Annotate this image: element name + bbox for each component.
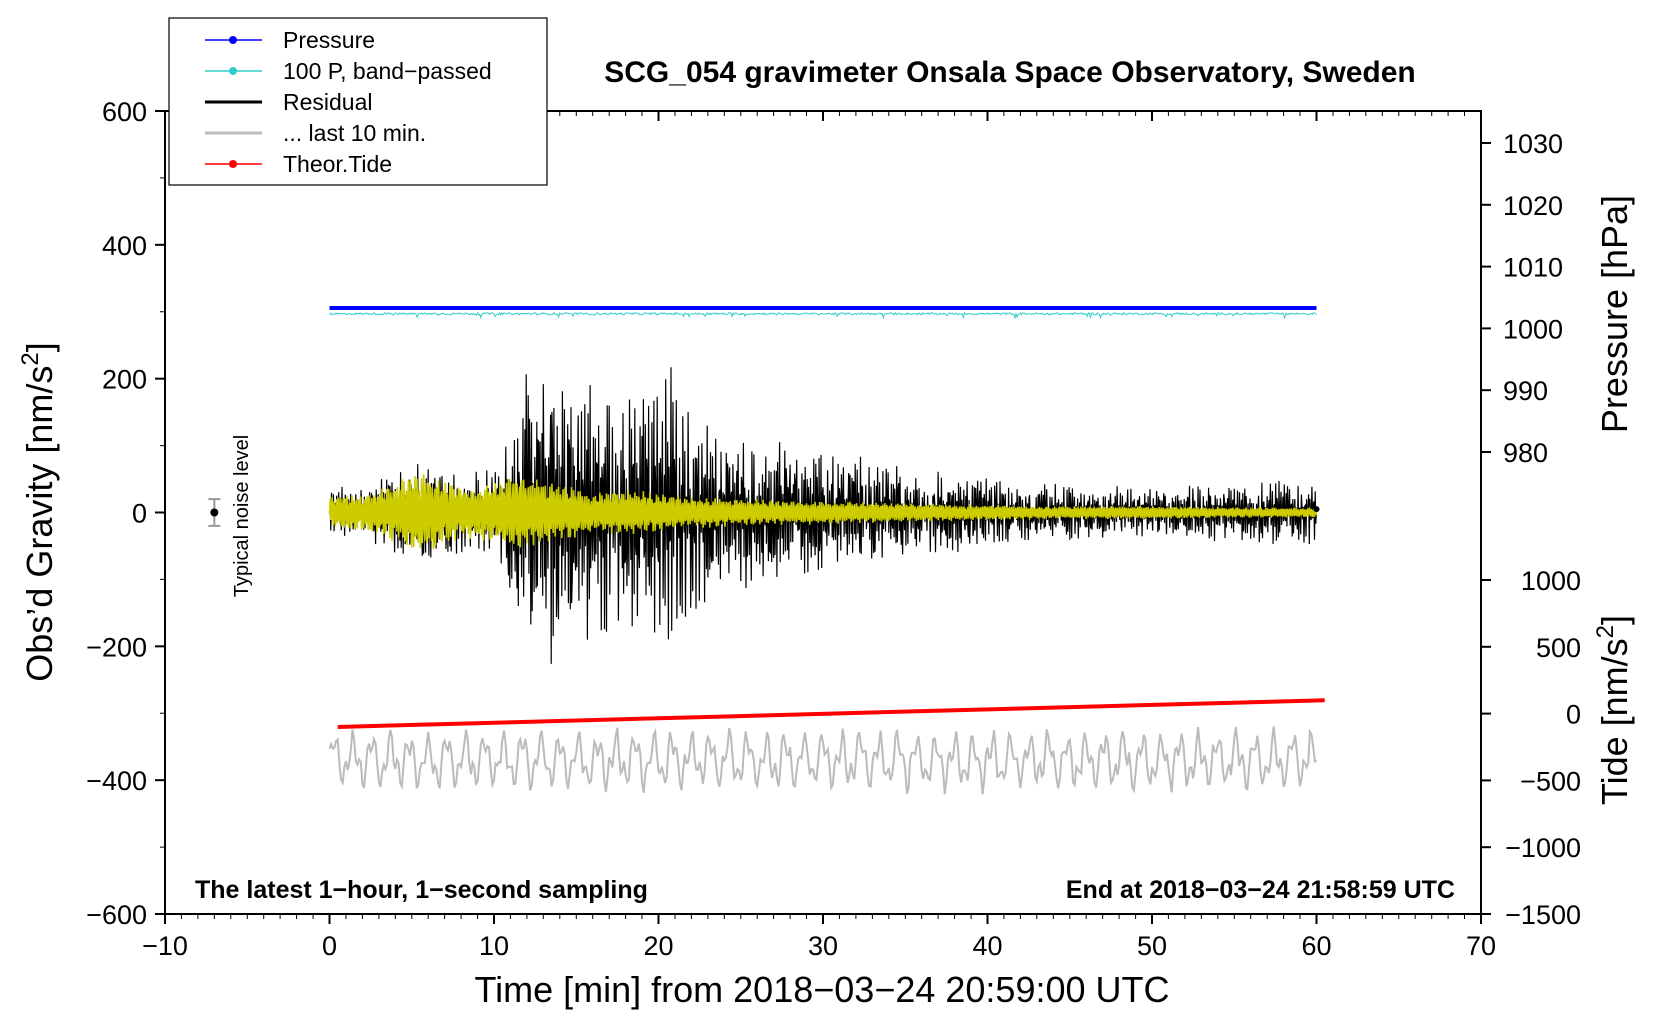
x-tick-label: 30 <box>808 931 838 961</box>
noise-level-marker <box>208 498 221 527</box>
series-theoretical-tide <box>337 698 1325 729</box>
residual-end-marker <box>1313 506 1320 513</box>
series-pressure-bandpassed <box>329 311 1317 320</box>
y-tick-label-left: 200 <box>102 365 147 395</box>
legend-swatch-marker <box>229 67 237 75</box>
x-tick-label: 50 <box>1137 931 1167 961</box>
tide-tick-label: −1500 <box>1505 900 1581 930</box>
pressure-tick-label: 1000 <box>1503 314 1563 344</box>
series-last-10-min <box>328 726 1318 795</box>
x-tick-label: 20 <box>643 931 673 961</box>
x-tick-label: 70 <box>1466 931 1496 961</box>
x-axis-ticks: −10 0 10 20 30 40 50 60 70 <box>142 111 1496 961</box>
tide-axis-title: Tide [nm/s2] <box>1592 615 1635 805</box>
x-axis-title: Time [min] from 2018−03−24 20:59:00 UTC <box>474 969 1169 1010</box>
left-axis-title-end: ] <box>19 342 60 352</box>
legend-item: Residual <box>205 89 373 115</box>
tide-tick-label: −1000 <box>1505 833 1581 863</box>
left-axis-title-sup: 2 <box>17 352 44 365</box>
y-tick-label-left: 400 <box>102 231 147 261</box>
legend-label: ... last 10 min. <box>283 120 426 146</box>
pressure-tick-label: 1010 <box>1503 253 1563 283</box>
x-tick-label: 60 <box>1301 931 1331 961</box>
y-tick-label-left: −600 <box>86 900 147 930</box>
tide-axis-title-main: Tide [nm/s <box>1594 638 1635 805</box>
tide-axis-title-end: ] <box>1594 615 1635 625</box>
footer-right-text: End at 2018−03−24 21:58:59 UTC <box>1066 876 1455 904</box>
tide-axis-ticks: 1000 500 0 −500 −1000 −1500 <box>1481 566 1581 930</box>
pressure-tick-label: 990 <box>1503 376 1548 406</box>
x-tick-label: 40 <box>972 931 1002 961</box>
x-tick-label: 0 <box>322 931 337 961</box>
legend-label: 100 P, band−passed <box>283 58 492 84</box>
y-tick-label-left: 0 <box>132 499 147 529</box>
noise-level-label: Typical noise level <box>231 435 253 597</box>
legend-item: Pressure <box>205 27 375 53</box>
series-residual-bandpassed <box>328 474 1318 550</box>
x-tick-label: −10 <box>142 931 188 961</box>
legend-item: ... last 10 min. <box>205 120 426 146</box>
left-axis-ticks: 600 400 200 0 −200 −400 −600 <box>86 97 165 930</box>
footer-left-text: The latest 1−hour, 1−second sampling <box>195 876 648 904</box>
pressure-axis-title: Pressure [hPa] <box>1594 195 1635 433</box>
tide-tick-label: 1000 <box>1521 566 1581 596</box>
legend-label: Pressure <box>283 27 375 53</box>
legend-label: Theor.Tide <box>283 151 392 177</box>
tide-tick-label: 0 <box>1566 700 1581 730</box>
y-tick-label-left: 600 <box>102 97 147 127</box>
tide-tick-label: 500 <box>1536 633 1581 663</box>
pressure-tick-label: 980 <box>1503 438 1548 468</box>
left-axis-title-main: Obs’d Gravity [nm/s <box>19 366 60 682</box>
pressure-tick-label: 1020 <box>1503 191 1563 221</box>
legend-label: Residual <box>283 89 373 115</box>
tide-tick-label: −500 <box>1520 766 1581 796</box>
legend-swatch-marker <box>229 160 237 168</box>
left-axis-title: Obs’d Gravity [nm/s2] <box>17 342 60 681</box>
chart-title: SCG_054 gravimeter Onsala Space Observat… <box>604 56 1416 89</box>
pressure-tick-label: 1030 <box>1503 129 1563 159</box>
pressure-axis-ticks: 1030 1020 1010 1000 990 980 <box>1481 129 1563 468</box>
tide-axis-title-sup: 2 <box>1592 625 1619 638</box>
legend: Pressure 100 P, band−passed Residual ... la… <box>168 17 548 186</box>
legend-swatch-marker <box>229 36 237 44</box>
noise-point <box>210 508 219 517</box>
legend-item: Theor.Tide <box>205 151 392 177</box>
series-layer <box>328 306 1325 795</box>
y-tick-label-left: −400 <box>86 766 147 796</box>
legend-item: 100 P, band−passed <box>205 58 492 84</box>
x-tick-label: 10 <box>479 931 509 961</box>
y-tick-label-left: −200 <box>86 632 147 662</box>
